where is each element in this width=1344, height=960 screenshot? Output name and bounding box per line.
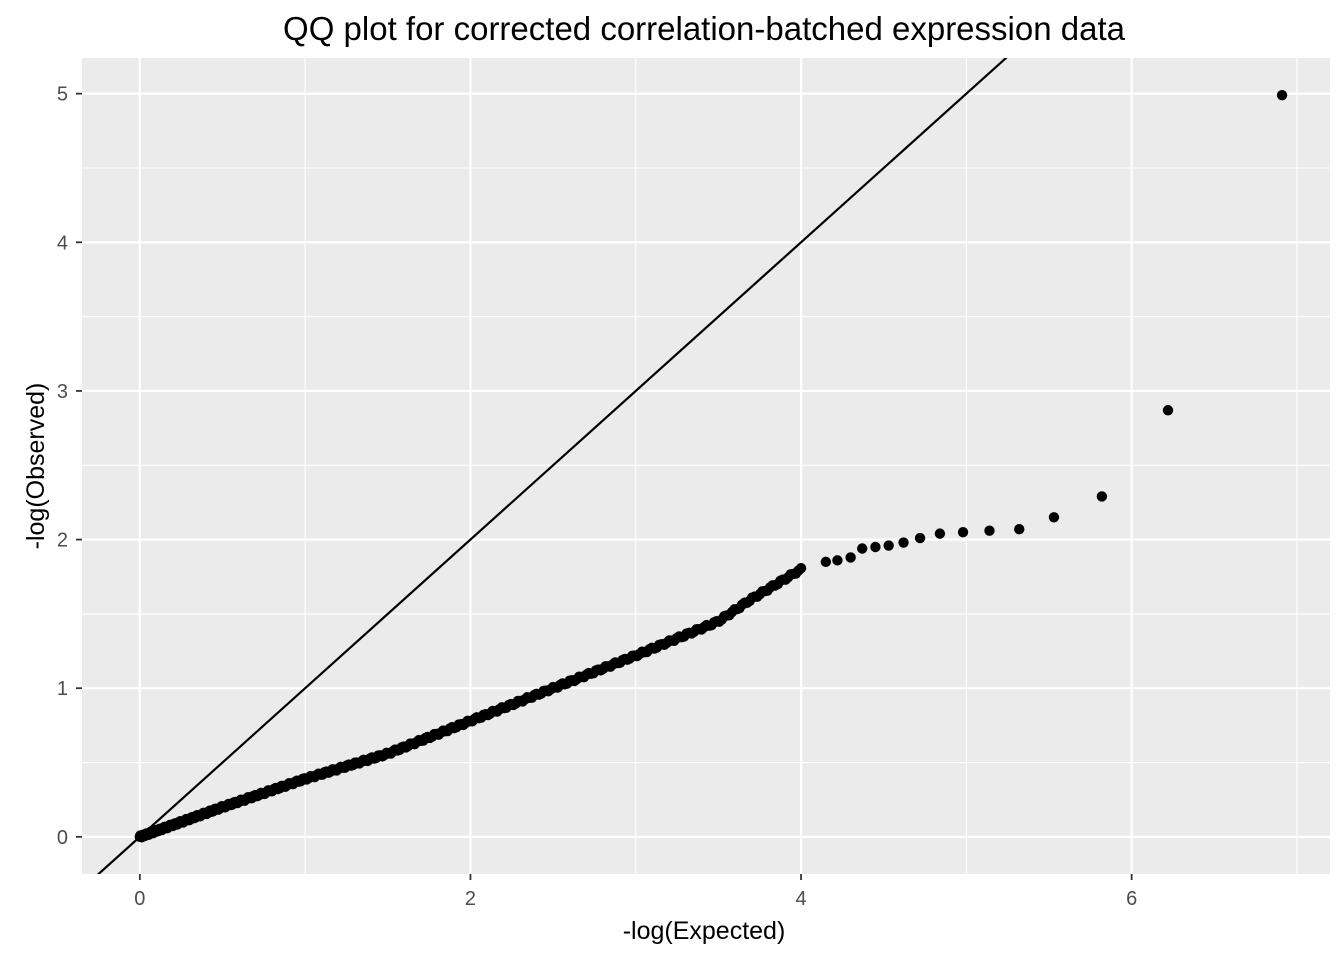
y-tick-label: 0 [57, 827, 68, 849]
x-tick-label: 2 [465, 888, 476, 910]
x-axis: 0 2 4 6 [134, 874, 1137, 910]
data-point [984, 525, 995, 536]
x-axis-title: -log(Expected) [623, 917, 786, 945]
chart-title: QQ plot for corrected correlation-batche… [283, 10, 1126, 47]
data-point [845, 552, 856, 563]
data-point [1162, 405, 1174, 416]
x-tick-label: 6 [1126, 888, 1137, 910]
data-point [898, 537, 909, 548]
minor-gridlines [82, 58, 1330, 874]
y-tick-label: 2 [57, 530, 68, 552]
y-tick-label: 1 [57, 678, 68, 700]
data-point [1048, 512, 1060, 523]
y-axis: 0 1 2 3 4 5 [57, 84, 82, 849]
data-point [1276, 89, 1288, 101]
reference-line [96, 58, 1008, 874]
data-point [934, 528, 946, 539]
data-point [795, 562, 807, 574]
data-point [832, 555, 843, 566]
x-tick-label: 0 [134, 888, 145, 910]
y-tick-label: 4 [57, 232, 68, 254]
data-point [1096, 491, 1108, 502]
data-point [957, 526, 969, 538]
data-point [883, 540, 894, 551]
data-point [1014, 523, 1025, 535]
y-tick-label: 5 [57, 84, 68, 106]
major-gridlines [82, 58, 1330, 874]
data-point [870, 541, 881, 553]
y-tick-label: 3 [57, 381, 68, 403]
data-point [820, 556, 832, 568]
data-point [857, 543, 868, 554]
data-point [914, 532, 926, 544]
data-points [134, 89, 1288, 843]
x-tick-label: 4 [795, 888, 806, 910]
plot-panel [82, 58, 1330, 874]
y-axis-title: -log(Observed) [22, 383, 50, 550]
